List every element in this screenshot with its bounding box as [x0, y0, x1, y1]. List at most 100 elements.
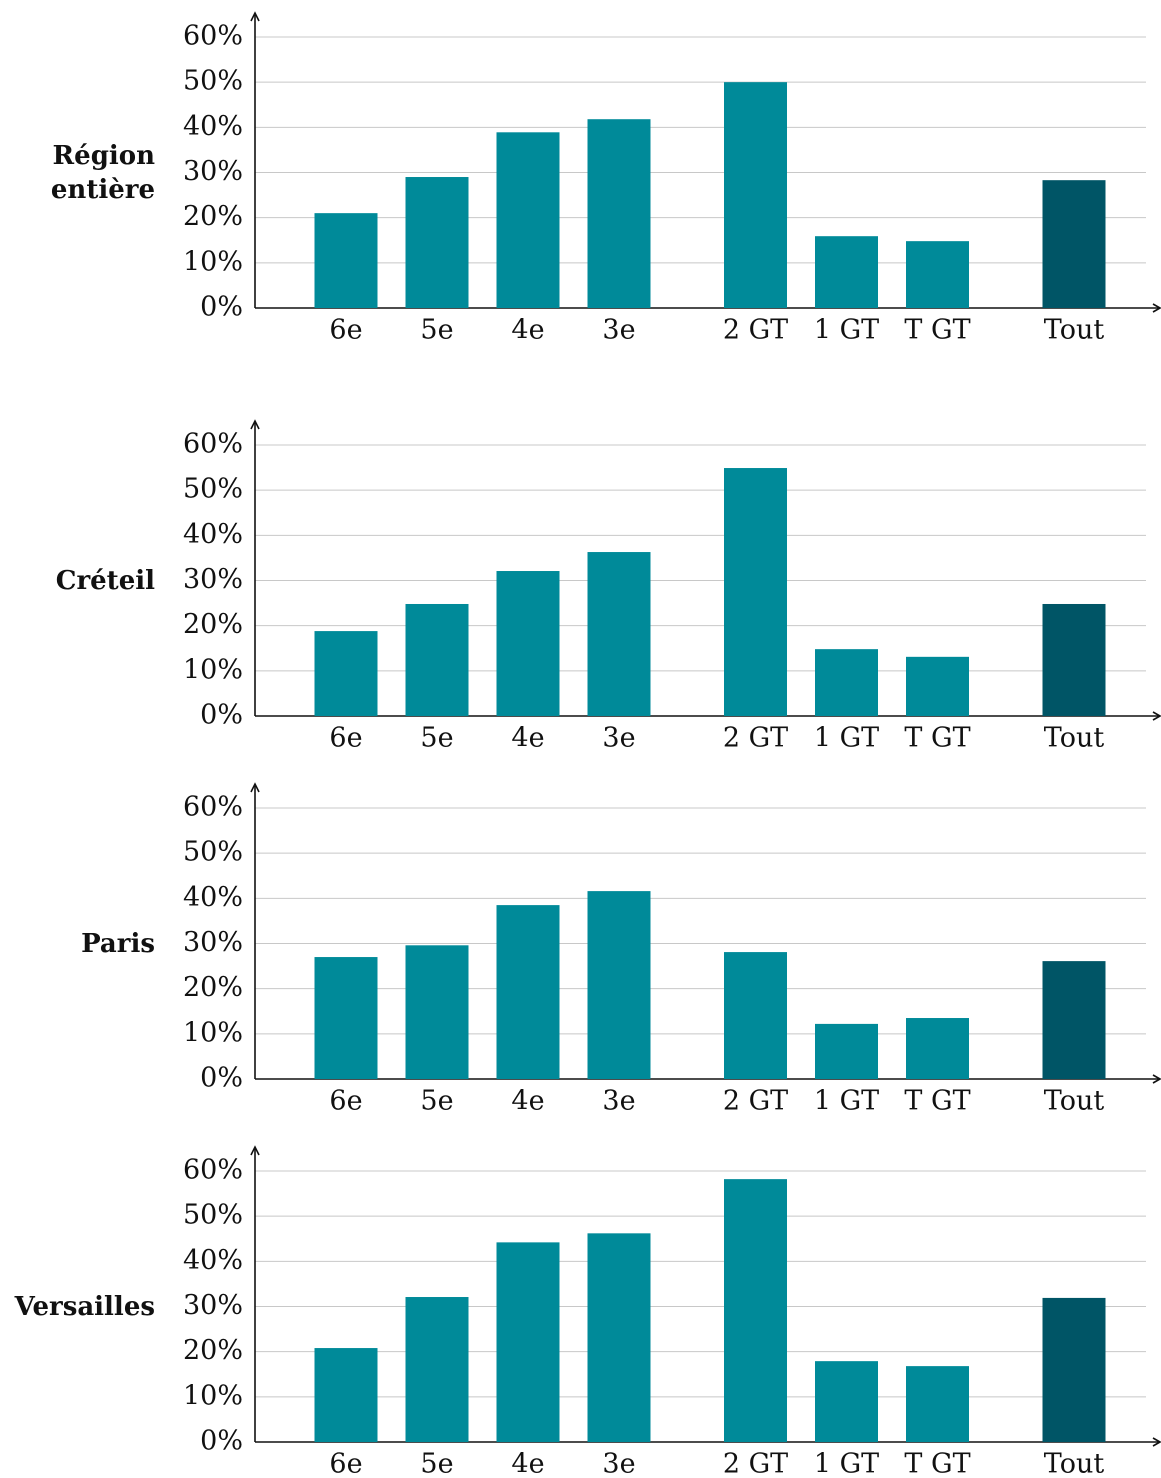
bar: [496, 905, 560, 1079]
y-tick-label: 50%: [183, 1200, 243, 1231]
bar: [906, 241, 969, 308]
bar: [496, 132, 560, 308]
bar: [587, 119, 651, 308]
bar: [314, 631, 378, 716]
y-tick-label: 30%: [183, 564, 243, 595]
y-tick-label: 40%: [183, 1245, 243, 1276]
x-tick-label: 3e: [602, 723, 635, 754]
y-tick-label: 10%: [183, 1017, 243, 1048]
x-tick-label: 5e: [420, 1086, 453, 1117]
x-tick-label: Tout: [1044, 1086, 1105, 1117]
bar-chart: Région entière 0% 10% 20% 30% 40% 50% 60% 6e 5e 4e…: [50, 11, 1161, 346]
y-tick-label: 10%: [183, 1380, 243, 1411]
x-tick-label: 1 GT: [814, 723, 879, 754]
chart-label-box: Région entière: [50, 140, 155, 205]
bar: [724, 82, 787, 309]
bar: [906, 1366, 969, 1442]
bar: [587, 891, 651, 1079]
x-axis-arrow: [1152, 711, 1161, 721]
x-tick-label: 3e: [602, 1449, 635, 1478]
x-tick-label: 6e: [329, 315, 362, 346]
bar: [724, 1179, 787, 1442]
x-tick-label: 2 GT: [723, 1086, 788, 1117]
bar: [314, 957, 378, 1079]
y-tick-label: 20%: [183, 972, 243, 1003]
bar: [1042, 180, 1106, 308]
y-tick-label: 50%: [183, 66, 243, 97]
bar: [906, 1018, 969, 1079]
x-tick-label: 6e: [329, 723, 362, 754]
x-tick-label: T GT: [904, 315, 970, 346]
bar: [1042, 961, 1106, 1079]
bar: [314, 213, 378, 308]
y-tick-label: 0%: [200, 292, 243, 323]
y-tick-label: 10%: [183, 246, 243, 277]
x-tick-label: 6e: [329, 1086, 362, 1117]
x-tick-label: 5e: [420, 315, 453, 346]
bar: [405, 945, 469, 1079]
y-tick-label: 60%: [183, 429, 243, 460]
y-tick-label: 30%: [183, 927, 243, 958]
y-tick-label: 0%: [200, 1063, 243, 1094]
x-tick-label: T GT: [904, 1449, 970, 1478]
y-tick-label: 0%: [200, 1426, 243, 1457]
chart-label-box: Paris: [81, 928, 155, 959]
bar: [1042, 1297, 1106, 1442]
bar-chart: Paris 0% 10% 20% 30% 40% 50% 60% 6e 5e 4e 3e 2 GT 1 G…: [81, 782, 1161, 1117]
bar: [496, 1242, 560, 1442]
x-tick-label: 3e: [602, 315, 635, 346]
chart-label: Créteil: [55, 565, 155, 596]
chart-label: Paris: [81, 928, 155, 959]
x-tick-label: 5e: [420, 1449, 453, 1478]
y-tick-label: 40%: [183, 519, 243, 550]
x-tick-label: 1 GT: [814, 1086, 879, 1117]
x-tick-label: 1 GT: [814, 315, 879, 346]
y-tick-label: 30%: [183, 1290, 243, 1321]
bar: [815, 1361, 878, 1442]
y-axis-arrow: [250, 11, 260, 22]
bar-chart: Créteil 0% 10% 20% 30% 40% 50% 60% 6e 5e 4e 3e 2 GT 1…: [55, 419, 1161, 754]
bar: [587, 552, 651, 716]
x-tick-label: T GT: [904, 723, 970, 754]
x-axis-arrow: [1152, 1074, 1161, 1084]
bar: [1042, 603, 1106, 716]
x-tick-label: 2 GT: [723, 1449, 788, 1478]
chart-label-box: Créteil: [55, 565, 155, 596]
y-tick-label: 20%: [183, 609, 243, 640]
y-tick-label: 30%: [183, 156, 243, 187]
y-tick-label: 20%: [183, 201, 243, 232]
bar: [405, 1297, 469, 1442]
x-tick-label: 4e: [511, 1086, 544, 1117]
x-tick-label: 4e: [511, 1449, 544, 1478]
y-tick-label: 20%: [183, 1335, 243, 1366]
chart-label: Région entière: [50, 140, 155, 205]
y-tick-label: 40%: [183, 882, 243, 913]
y-axis-arrow: [250, 419, 260, 430]
y-tick-label: 50%: [183, 837, 243, 868]
y-tick-label: 0%: [200, 700, 243, 731]
y-tick-label: 60%: [183, 792, 243, 823]
x-tick-label: 4e: [511, 723, 544, 754]
x-tick-label: 6e: [329, 1449, 362, 1478]
bar: [314, 1348, 378, 1442]
bar: [906, 656, 969, 716]
y-tick-label: 10%: [183, 654, 243, 685]
x-tick-label: 2 GT: [723, 315, 788, 346]
x-tick-label: 1 GT: [814, 1449, 879, 1478]
bar-chart: Versailles 0% 10% 20% 30% 40% 50% 60% 6e 5e 4e 3e 2 …: [15, 1145, 1161, 1478]
x-tick-label: Tout: [1044, 1449, 1105, 1478]
x-tick-label: T GT: [904, 1086, 970, 1117]
bar: [405, 603, 469, 716]
x-tick-label: Tout: [1044, 315, 1105, 346]
y-tick-label: 50%: [183, 474, 243, 505]
y-tick-label: 60%: [183, 1155, 243, 1186]
x-tick-label: 2 GT: [723, 723, 788, 754]
bar: [724, 468, 787, 716]
x-axis-arrow: [1152, 303, 1161, 313]
bar: [587, 1233, 651, 1442]
x-axis-arrow: [1152, 1437, 1161, 1447]
x-tick-label: 3e: [602, 1086, 635, 1117]
bar: [724, 952, 787, 1079]
